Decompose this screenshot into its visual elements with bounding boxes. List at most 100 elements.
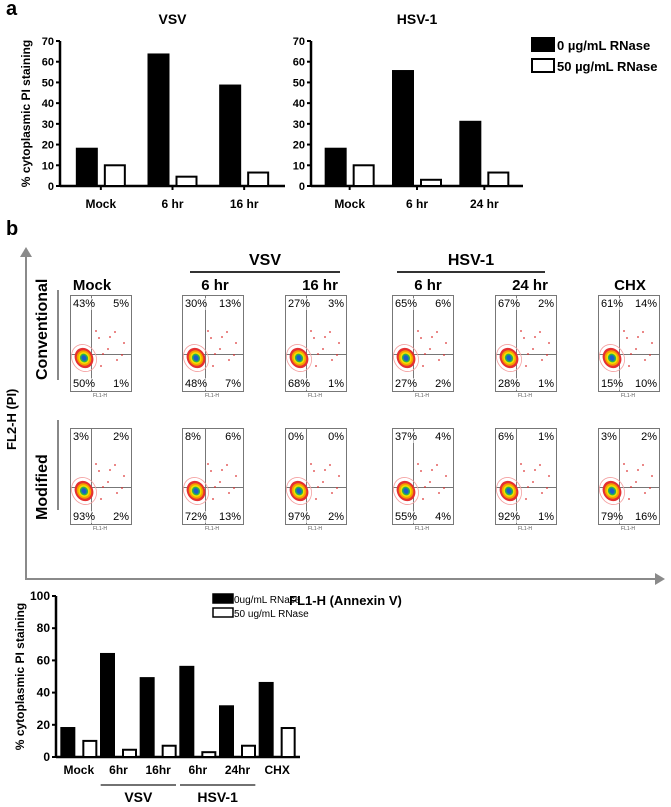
quadrant-percent-ur: 6% [435,298,451,310]
quadrant-percent-ll: 55% [395,511,418,523]
event-dot [527,353,529,355]
event-dot [235,342,237,344]
x-tick-label: Mock [85,197,116,211]
event-dot [114,464,116,466]
event-dot [228,492,230,494]
x-tick-label: 24 hr [470,197,499,211]
contour-ring [599,477,625,505]
bar-0-rnase [219,705,234,759]
flow-plot-axis-label: FL1-H [621,393,635,399]
flow-plot-axis-label: FL1-H [93,526,107,532]
quadrant-gate-vertical [205,296,206,391]
y-tick-label: 30 [293,119,305,131]
chart-title: VSV [158,11,187,27]
event-dot [100,498,102,500]
quadrant-gate-vertical [516,296,517,391]
y-tick-label: 60 [42,57,54,69]
quadrant-percent-ll: 50% [73,378,96,390]
group-title-hsv1: HSV-1 [447,252,495,269]
contour-ring [183,344,209,372]
event-dot [445,342,447,344]
event-dot [98,470,100,472]
quadrant-gate-vertical [413,429,414,524]
row-bracket-conventional [57,290,59,380]
event-dot [539,331,541,333]
event-dot [207,463,209,465]
quadrant-percent-ll: 15% [601,378,624,390]
panel-b-flow: FL2-H (PI) FL1-H (Annexin V) Conventiona… [0,215,671,608]
event-dot [635,348,637,350]
quadrant-gate-vertical [306,429,307,524]
quadrant-percent-lr: 2% [328,511,344,523]
event-dot [324,469,326,471]
flow-plot: 6% 1% 92% 1% [495,428,557,525]
contour-ring [609,355,615,361]
flow-plot-axis-label: FL1-H [621,526,635,532]
event-dot [630,353,632,355]
quadrant-percent-lr: 1% [538,378,554,390]
chart-title: HSV-1 [397,11,438,27]
contour-density-plot [71,463,125,505]
x-tick-label: 16hr [145,763,171,777]
quadrant-gate-vertical [91,296,92,391]
event-dot [630,486,632,488]
y-tick-label: 70 [293,36,305,48]
quadrant-gate-vertical [413,296,414,391]
y-tick-label: 0 [48,181,54,193]
quadrant-percent-ul: 8% [185,431,201,443]
quadrant-percent-ul: 61% [601,298,624,310]
event-dot [235,475,237,477]
contour-density-plot [286,330,340,372]
event-dot [219,348,221,350]
event-dot [420,337,422,339]
bar-50-rnase [82,739,98,758]
event-dot [520,463,522,465]
x-tick-label: CHX [264,763,289,777]
bar-50-rnase [161,744,177,758]
y-tick-label: 60 [293,57,305,69]
event-dot [532,348,534,350]
event-dot [520,330,522,332]
event-dot [541,359,543,361]
contour-ring [81,355,87,361]
bar-50-rnase [175,175,198,188]
x-tick-label: 16 hr [230,197,259,211]
contour-ring [183,477,209,505]
flow-column-title: 6 hr [414,277,442,294]
panel-label-a: a [6,0,18,20]
event-dot [331,492,333,494]
quadrant-percent-ul: 67% [498,298,521,310]
y-tick-label: 100 [30,589,50,603]
flow-column-title: Mock [72,277,112,294]
quadrant-gate-horizontal [393,487,453,488]
contour-ring [81,488,87,494]
event-dot [422,498,424,500]
quadrant-percent-ur: 1% [538,431,554,443]
event-dot [228,359,230,361]
event-dot [534,336,536,338]
bar-chart-vsv: VSV % cytoplasmic PI staining 0 10 20 30 40 50 6… [19,11,285,211]
y-tick-label: 0 [43,750,50,764]
contour-density-plot [183,463,237,505]
bar-0-rnase [324,147,347,187]
event-dot [315,498,317,500]
contour-ring [599,344,625,372]
quadrant-percent-ur: 13% [218,298,241,310]
event-dot [628,365,630,367]
event-dot [443,354,445,356]
contour-density-plot [496,463,550,505]
group-title-vsv: VSV [248,252,281,269]
y-axis-label: FL2-H (PI) [4,388,19,450]
event-dot [642,464,644,466]
quadrant-percent-ur: 2% [538,298,554,310]
event-dot [546,487,548,489]
event-dot [107,481,109,483]
event-dot [532,481,534,483]
quadrant-percent-ul: 43% [73,298,96,310]
event-dot [313,337,315,339]
x-axis-arrow-icon [655,573,665,585]
quadrant-percent-ll: 79% [601,511,624,523]
bar-50-rnase [420,178,442,188]
event-dot [420,470,422,472]
group-label: HSV-1 [197,789,238,805]
